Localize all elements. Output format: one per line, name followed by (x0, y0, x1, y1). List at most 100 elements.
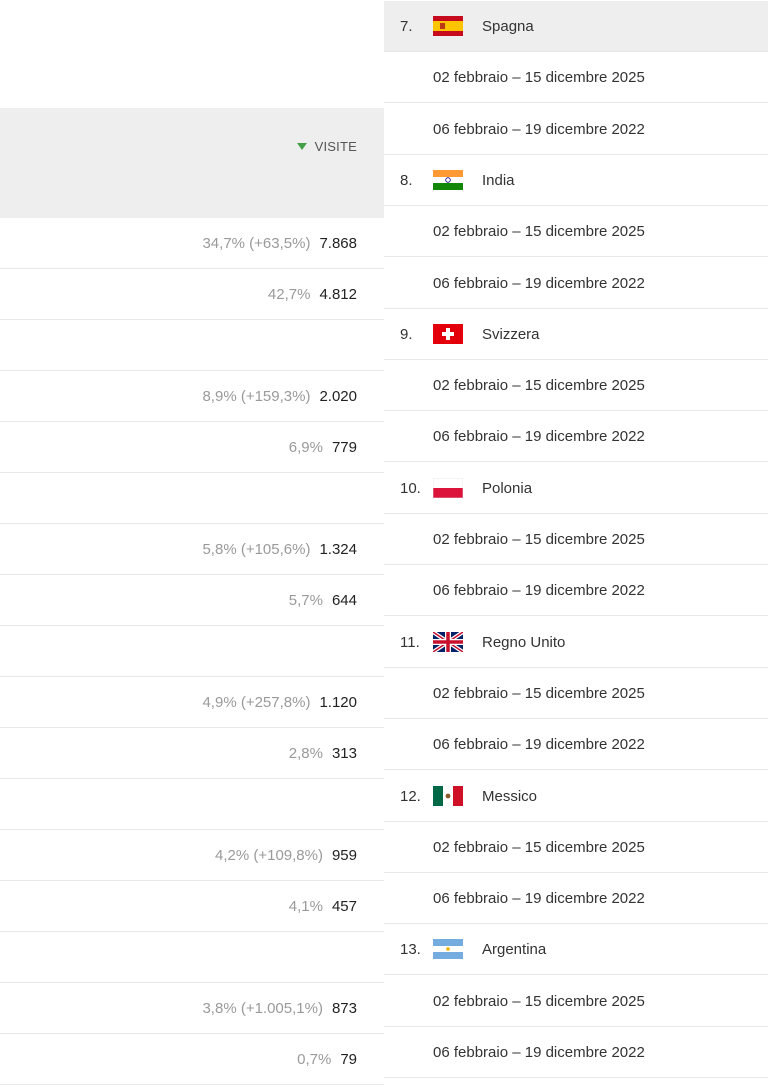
period-label: 02 febbraio – 15 dicembre 2025 (433, 992, 645, 1010)
country-row[interactable]: 10. Polonia (384, 462, 768, 514)
visits-row-empty (0, 779, 384, 830)
period-row: 06 febbraio – 19 dicembre 2022 (384, 873, 768, 925)
visits-percentage: 8,9% (+159,3%) (202, 388, 311, 405)
period-row: 02 febbraio – 15 dicembre 2025 (384, 822, 768, 873)
country-rank: 8. (400, 171, 413, 189)
visits-value: 644 (331, 592, 357, 609)
visits-row: 5,7% 644 (0, 575, 384, 626)
period-label: 02 febbraio – 15 dicembre 2025 (433, 838, 645, 856)
period-label: 02 febbraio – 15 dicembre 2025 (433, 377, 645, 395)
visits-percentage: 4,9% (+257,8%) (202, 694, 311, 711)
country-name[interactable]: Spagna (482, 18, 534, 35)
visits-value: 457 (331, 898, 357, 915)
visits-sort-control[interactable]: VISITE (296, 139, 357, 154)
visits-percentage: 4,2% (+109,8%) (214, 847, 323, 864)
visits-row: 42,7% 4.812 (0, 269, 384, 320)
visits-cell: 6,9% 779 (289, 439, 357, 456)
flag-argentina-icon (433, 939, 463, 960)
country-name[interactable]: Polonia (482, 479, 533, 497)
visits-value: 7.868 (319, 235, 357, 252)
country-name[interactable]: Regno Unito (482, 633, 566, 651)
period-row: 06 febbraio – 19 dicembre 2022 (384, 411, 768, 463)
period-label: 02 febbraio – 15 dicembre 2025 (433, 531, 645, 548)
visits-row: 4,9% (+257,8%) 1.120 (0, 677, 384, 728)
flag-india-icon (433, 169, 463, 190)
visits-percentage: 34,7% (+63,5%) (202, 235, 311, 252)
visits-cell: 2,8% 313 (289, 745, 357, 762)
visits-value: 79 (340, 1051, 357, 1068)
country-rank: 11. (400, 633, 420, 651)
visits-percentage: 5,8% (+105,6%) (202, 541, 311, 558)
visits-percentage: 3,8% (+1.005,1%) (202, 1000, 323, 1017)
visits-value: 873 (331, 1000, 357, 1017)
flag-poland-icon (433, 477, 463, 498)
flag-spain-icon (433, 16, 463, 36)
visits-value: 2.020 (319, 388, 357, 405)
visits-value: 959 (331, 847, 357, 864)
period-label: 06 febbraio – 19 dicembre 2022 (433, 274, 645, 292)
period-row: 06 febbraio – 19 dicembre 2022 (384, 719, 768, 771)
visits-row: 34,7% (+63,5%) 7.868 (0, 218, 384, 269)
period-row: 02 febbraio – 15 dicembre 2025 (384, 514, 768, 565)
visits-percentage: 4,1% (288, 898, 323, 915)
visits-row: 3,8% (+1.005,1%) 873 (0, 983, 384, 1034)
visits-row-empty (0, 626, 384, 677)
country-row[interactable]: 12. Messico (384, 770, 768, 822)
visits-column-header[interactable]: VISITE (0, 108, 384, 218)
period-label: 06 febbraio – 19 dicembre 2022 (433, 890, 645, 908)
visits-cell: 34,7% (+63,5%) 7.868 (202, 235, 357, 252)
period-label: 02 febbraio – 15 dicembre 2025 (433, 684, 645, 702)
period-label: 06 febbraio – 19 dicembre 2022 (433, 120, 645, 138)
period-row: 02 febbraio – 15 dicembre 2025 (384, 52, 768, 104)
visits-value: 1.324 (319, 541, 357, 558)
period-label: 02 febbraio – 15 dicembre 2025 (433, 223, 645, 241)
visits-cell: 42,7% 4.812 (268, 286, 357, 303)
visits-row: 4,2% (+109,8%) 959 (0, 830, 384, 881)
country-rank: 10. (400, 479, 421, 497)
period-row: 02 febbraio – 15 dicembre 2025 (384, 976, 768, 1027)
visits-cell: 4,2% (+109,8%) 959 (215, 847, 357, 864)
visits-value: 779 (331, 439, 357, 456)
country-row[interactable]: 13. Argentina (384, 924, 768, 976)
visits-row: 6,9% 779 (0, 422, 384, 473)
visits-value: 313 (331, 745, 357, 762)
country-row[interactable]: 8. India (384, 154, 768, 206)
country-rank: 9. (400, 325, 413, 343)
period-label: 06 febbraio – 19 dicembre 2022 (433, 736, 645, 754)
country-name[interactable]: Messico (482, 787, 538, 805)
country-name[interactable]: India (482, 171, 515, 189)
country-name[interactable]: Argentina (482, 941, 547, 959)
visits-row-empty (0, 320, 384, 371)
visits-column-panel: VISITE 34,7% (+63,5%) 7.868 42,7% 4.812 8,9%… (0, 0, 384, 1085)
country-name[interactable]: Svizzera (482, 325, 540, 343)
period-row: 06 febbraio – 19 dicembre 2022 (384, 565, 768, 617)
visits-cell: 3,8% (+1.005,1%) 873 (202, 1000, 357, 1017)
visits-cell: 8,9% (+159,3%) 2.020 (202, 388, 357, 405)
visits-row-empty (0, 473, 384, 524)
sort-descending-icon (296, 143, 307, 150)
visits-percentage: 6,9% (288, 439, 323, 456)
visits-percentage: 5,7% (288, 592, 323, 609)
flag-mexico-icon (433, 785, 463, 806)
country-row[interactable]: 11. Regno Unito (384, 616, 768, 668)
visits-row: 5,8% (+105,6%) 1.324 (0, 524, 384, 575)
country-rank: 7. (400, 18, 413, 35)
countries-panel: 7. Spagna 02 febbraio – 15 dicembre 2025 06… (384, 0, 768, 1080)
period-row: 02 febbraio – 15 dicembre 2025 (384, 668, 768, 719)
visits-percentage: 0,7% (297, 1051, 332, 1068)
country-row[interactable]: 9. Svizzera (384, 308, 768, 360)
country-rank: 13. (400, 941, 421, 959)
period-label: 06 febbraio – 19 dicembre 2022 (433, 428, 645, 446)
visits-cell: 5,7% 644 (289, 592, 357, 609)
visits-column-label: VISITE (314, 139, 357, 154)
period-label: 06 febbraio – 19 dicembre 2022 (433, 1044, 645, 1061)
period-row: 02 febbraio – 15 dicembre 2025 (384, 206, 768, 258)
visits-cell: 4,1% 457 (289, 898, 357, 915)
flag-united-kingdom-icon (433, 631, 463, 652)
visits-row: 8,9% (+159,3%) 2.020 (0, 371, 384, 422)
country-row[interactable]: 7. Spagna (384, 1, 768, 52)
country-rank: 12. (400, 787, 421, 805)
period-row: 02 febbraio – 15 dicembre 2025 (384, 360, 768, 412)
visits-percentage: 42,7% (267, 286, 311, 303)
period-label: 02 febbraio – 15 dicembre 2025 (433, 69, 645, 87)
